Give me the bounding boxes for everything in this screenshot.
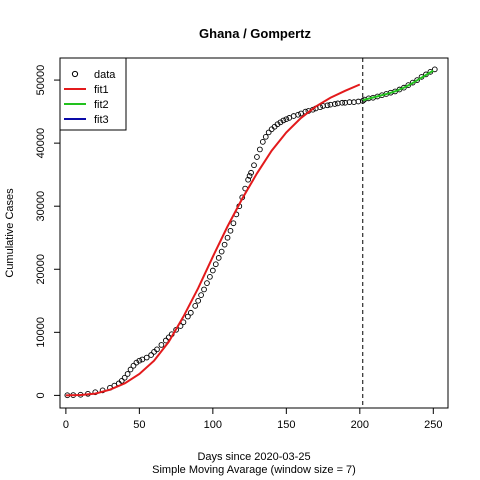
y-tick-label: 0 (35, 392, 47, 398)
legend-label-fit1: fit1 (94, 84, 109, 96)
data-point (296, 112, 301, 117)
data-point (199, 293, 204, 298)
legend-label-fit3: fit3 (94, 114, 109, 126)
data-point (266, 130, 271, 135)
legend-label-data: data (94, 69, 116, 81)
data-point (231, 221, 236, 226)
data-point (255, 155, 260, 160)
data-point (159, 343, 164, 348)
data-point (144, 355, 149, 360)
data-point (205, 281, 210, 286)
data-point (210, 268, 215, 273)
data-points (65, 98, 365, 397)
data-point (257, 147, 262, 152)
data-point (213, 262, 218, 267)
data-point (228, 228, 233, 233)
data-point (225, 235, 230, 240)
data-point (263, 134, 268, 139)
legend: data fit1 fit2 fit3 (60, 58, 126, 130)
y-tick-label: 30000 (35, 191, 47, 222)
data-point (196, 298, 201, 303)
chart-title: Ghana / Gompertz (199, 26, 311, 41)
data-point (252, 163, 257, 168)
y-axis-label: Cumulative Cases (4, 188, 16, 278)
data-point (216, 256, 221, 261)
data-point (208, 274, 213, 279)
data-point (149, 353, 154, 358)
y-tick-label: 40000 (35, 128, 47, 159)
data-point (125, 372, 130, 377)
data-point (284, 117, 289, 122)
data-point (188, 310, 193, 315)
data-point (219, 249, 224, 254)
data-point (202, 287, 207, 292)
y-tick-label: 10000 (35, 317, 47, 348)
x-tick-label: 0 (63, 419, 69, 431)
y-tick-label: 50000 (35, 65, 47, 96)
data-point (131, 363, 136, 368)
y-axis: 0 10000 20000 30000 40000 50000 (35, 65, 60, 399)
x-tick-label: 50 (133, 419, 145, 431)
chart-subtitle: Simple Moving Avarage (window size = 7) (152, 464, 356, 476)
data-point (193, 303, 198, 308)
y-tick-label: 20000 (35, 254, 47, 285)
x-axis: 0 50 100 150 200 250 (63, 408, 443, 431)
data-point (222, 242, 227, 247)
x-tick-label: 250 (424, 419, 442, 431)
legend-label-fit2: fit2 (94, 99, 109, 111)
x-tick-label: 150 (277, 419, 295, 431)
data-point (260, 139, 265, 144)
x-tick-label: 100 (204, 419, 222, 431)
x-tick-label: 200 (351, 419, 369, 431)
x-axis-label: Days since 2020-03-25 (197, 451, 310, 463)
fit1-line (66, 84, 360, 395)
